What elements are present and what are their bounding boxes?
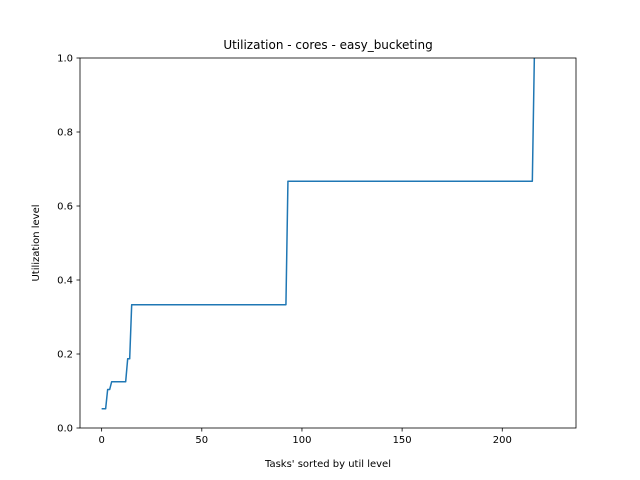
- plot-area: [80, 58, 576, 428]
- y-tick-label: 0.0: [57, 424, 73, 435]
- x-tick-label: 0: [98, 435, 104, 446]
- y-axis-label: Utilization level: [31, 204, 42, 281]
- x-tick-label: 50: [195, 435, 208, 446]
- chart-title: Utilization - cores - easy_bucketing: [223, 38, 432, 52]
- series-line: [101, 57, 536, 410]
- y-tick-label: 0.2: [57, 350, 73, 361]
- x-tick-label: 100: [292, 435, 311, 446]
- x-tick-label: 200: [493, 435, 512, 446]
- x-tick-label: 150: [393, 435, 412, 446]
- y-tick-label: 0.8: [57, 128, 73, 139]
- y-tick-label: 0.4: [57, 276, 73, 287]
- plot-frame: [79, 57, 577, 429]
- x-axis-label: Tasks' sorted by util level: [264, 459, 391, 470]
- y-tick-label: 0.6: [57, 202, 73, 213]
- x-axis-ticks: 0 50 100 150 200: [98, 428, 512, 446]
- y-tick-label: 1.0: [57, 54, 73, 65]
- series-layer: [101, 57, 536, 410]
- y-axis-ticks: 0.0 0.2 0.4 0.6 0.8 1.0: [57, 54, 80, 435]
